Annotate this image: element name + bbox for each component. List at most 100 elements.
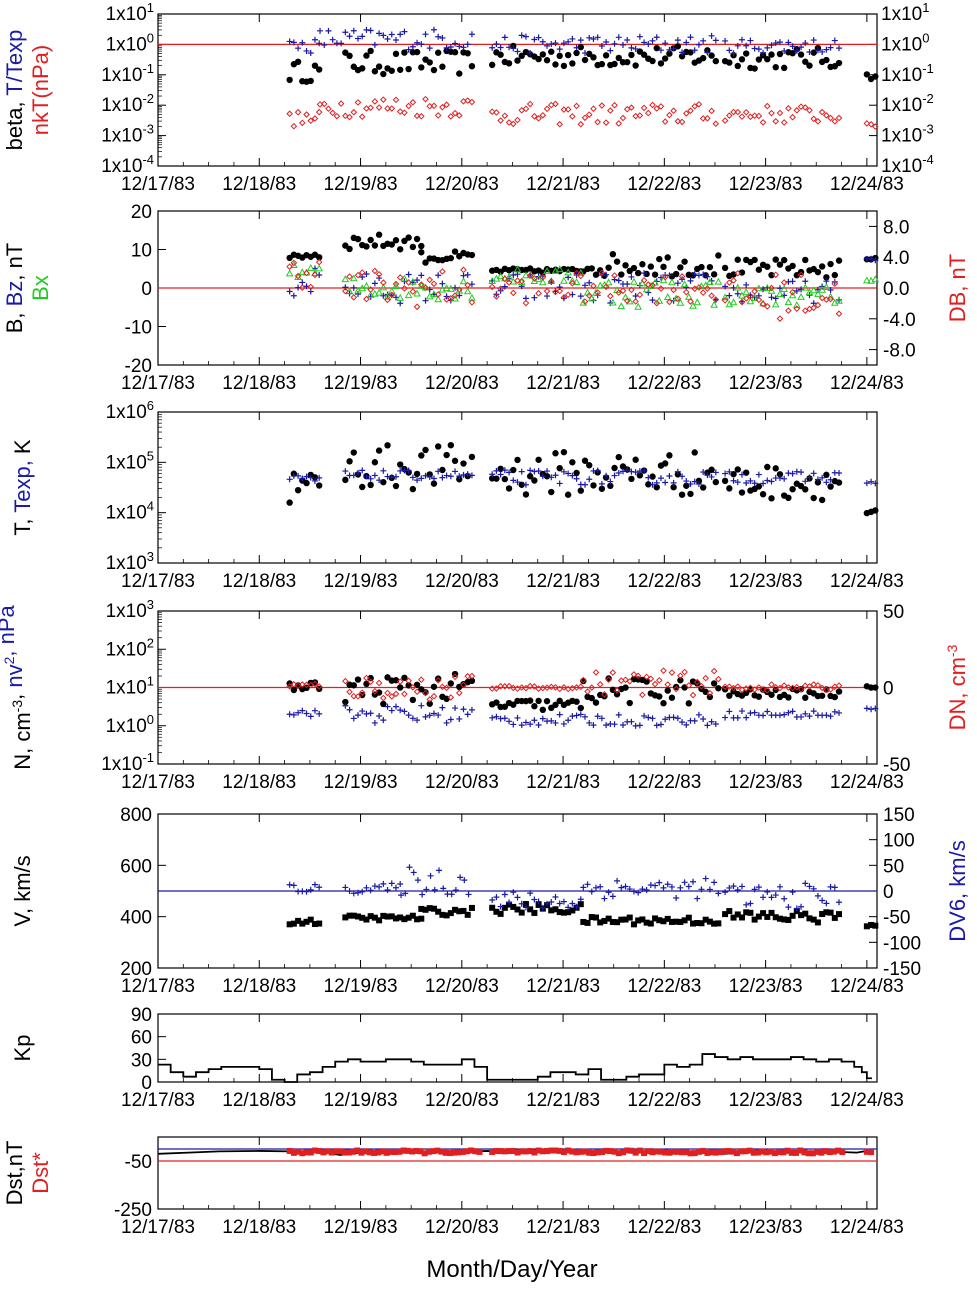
mark-density-nv2-64 [594, 713, 601, 720]
mark-beta-nkT-1 [290, 122, 298, 130]
mark-temp-T-106 [776, 471, 784, 478]
mark-density-nv2-60 [577, 711, 584, 718]
mark-density-DN-41 [497, 682, 504, 690]
mark-temp-Texp-27 [422, 472, 429, 479]
mark-beta-T/Texp-97 [708, 32, 715, 39]
mark-bfield-B-70 [613, 258, 621, 265]
mark-beta-beta-13 [363, 52, 370, 59]
mark-density-N-21 [396, 684, 404, 691]
mark-beta-T/Texp-77 [624, 37, 631, 44]
mark-density-DN-21 [396, 678, 404, 685]
mark-temp-Texp-102 [760, 480, 767, 487]
mark-bfield-B-21 [396, 246, 404, 253]
mark-beta-T/Texp-86 [662, 40, 669, 47]
x-tick-label-beta-0: 12/17/83 [121, 174, 195, 195]
mark-beta-nkT-86 [661, 118, 669, 125]
y-tick-label-kp-2: 60 [131, 1028, 152, 1049]
mark-density-N-25 [413, 681, 421, 688]
mark-density-nv2-3 [299, 707, 306, 714]
mark-dst-Dst*-78 [624, 1147, 631, 1154]
mark-bfield-Bz-0 [286, 288, 293, 295]
mark-density-DN-40 [493, 685, 500, 692]
mark-density-N-48 [526, 697, 534, 704]
mark-beta-T/Texp-61 [556, 46, 563, 53]
mark-velocity-V-104 [760, 910, 767, 917]
mark-density-nv2-24 [409, 715, 416, 722]
mark-temp-Texp-17 [380, 467, 387, 474]
mark-density-nv2-15 [371, 719, 378, 726]
mark-velocity-V-94 [715, 920, 722, 927]
mark-temp-T-78 [653, 484, 660, 491]
mark-density-DN-56 [560, 684, 568, 691]
mark-bfield-DB-97 [738, 298, 746, 306]
mark-bfield-B-27 [418, 249, 425, 256]
mark-velocity-V-72 [622, 916, 629, 923]
y-tick-label-density-0: 1x10-1 [101, 750, 154, 775]
mark-beta-nkT-0 [286, 110, 293, 118]
mark-density-DN-65 [596, 681, 604, 688]
mark-beta-nkT-118 [801, 104, 809, 111]
mark-density-DN-93 [715, 675, 722, 683]
mark-beta-beta-30 [434, 49, 442, 56]
mark-bfield-Bz-98 [743, 281, 750, 288]
mark-bfield-DB-116 [818, 294, 826, 302]
mark-bfield-B-13 [363, 243, 370, 250]
mark-bfield-Bz-72 [628, 273, 635, 280]
y-tick-label-temp-1: 1x104 [106, 499, 154, 524]
mark-temp-Texp-43 [506, 469, 513, 476]
mark-density-DN-113 [801, 682, 809, 690]
mark-velocity-DV6-12 [359, 888, 366, 895]
mark-density-DN-112 [797, 686, 805, 693]
mark-bfield-B-119 [823, 274, 830, 281]
mark-temp-Texp-34 [452, 468, 459, 475]
mark-velocity-V-108 [776, 915, 783, 922]
mark-beta-beta-43 [505, 60, 513, 67]
mark-bfield-B-121 [831, 271, 839, 279]
mark-velocity-V-54 [548, 907, 555, 914]
mark-density-nv2-55 [556, 711, 563, 718]
y-axis-label-density-part-2: nv [2, 664, 27, 687]
mark-velocity-DV6-59 [573, 903, 580, 910]
mark-density-nv2-18 [384, 703, 391, 710]
mark-bfield-DB-73 [632, 298, 639, 305]
mark-bfield-DB-65 [598, 269, 606, 277]
mark-velocity-V-17 [380, 912, 387, 919]
mark-beta-T/Texp-121 [814, 47, 821, 54]
mark-velocity-V-31 [435, 908, 442, 915]
mark-density-nv2-59 [573, 712, 580, 719]
mark-velocity-DV6-35 [452, 887, 459, 894]
mark-density-nv2-17 [380, 717, 387, 724]
mark-temp-T-80 [661, 460, 669, 467]
panel-dst: 12/17/83 12/18/83 12/19/83 12/20/83 12/21/83… [2, 1136, 904, 1238]
mark-velocity-DV6-46 [518, 900, 525, 907]
mark-bfield-Bx-37 [463, 287, 472, 295]
mark-temp-Texp-94 [726, 468, 733, 475]
mark-beta-nkT-37 [439, 103, 446, 111]
x-tick-label-bfield-7: 12/24/83 [830, 373, 904, 394]
mark-beta-nkT-121 [814, 118, 822, 125]
mark-velocity-DV6-55 [556, 900, 563, 907]
mark-beta-nkT-78 [628, 104, 635, 111]
mark-beta-T/Texp-7 [316, 40, 323, 47]
mark-beta-nkT-116 [793, 107, 801, 114]
mark-beta-nkT-55 [531, 112, 538, 120]
y-rtick-label-bfield-1: -4.0 [883, 310, 916, 331]
mark-velocity-DV6-9 [346, 888, 353, 895]
mark-velocity-DV6-52 [544, 900, 551, 907]
mark-bfield-DB-118 [827, 295, 834, 303]
mark-bfield-DB-20 [392, 280, 400, 288]
mark-beta-beta-98 [742, 50, 750, 57]
mark-density-DN-105 [768, 681, 775, 688]
mark-velocity-V-92 [706, 918, 713, 925]
mark-beta-nkT-90 [678, 118, 686, 126]
mark-beta-nkT-107 [755, 112, 763, 120]
x-tick-label-kp-7: 12/24/83 [830, 1090, 904, 1111]
x-tick-label-bfield-3: 12/20/83 [425, 373, 499, 394]
mark-velocity-V-69 [609, 918, 616, 925]
mark-bfield-Bx-93 [714, 277, 723, 285]
mark-density-nv2-68 [611, 721, 618, 728]
mark-velocity-V-114 [802, 910, 809, 917]
mark-bfield-Bz-62 [586, 279, 593, 286]
y-rtick-label-beta-3-exp: -1 [922, 61, 934, 76]
mark-bfield-Bx-45 [513, 265, 522, 273]
